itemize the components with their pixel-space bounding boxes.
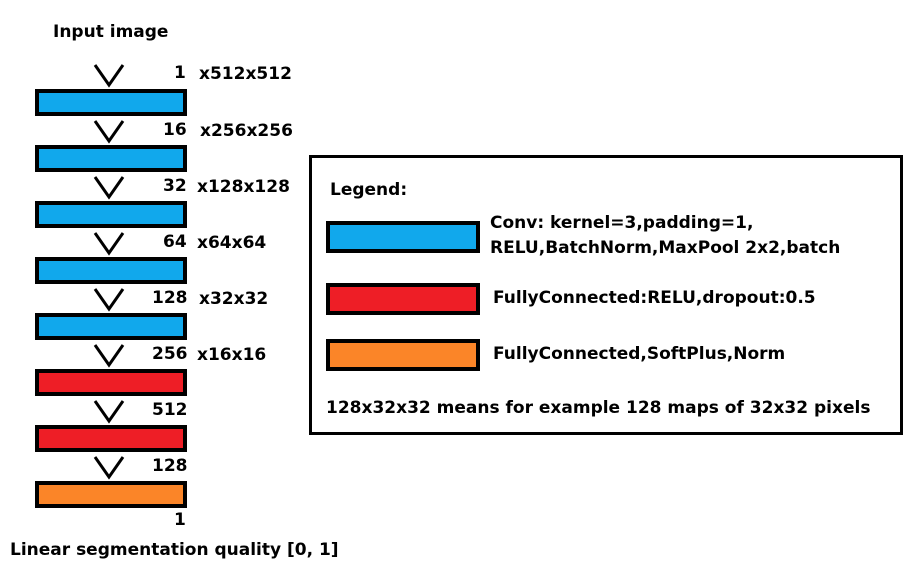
- fc-layer-block: [35, 369, 187, 396]
- layer-channels-label: 16: [163, 120, 187, 140]
- layer-dims-label: x32x32: [199, 289, 269, 309]
- down-arrow-icon: [93, 64, 125, 88]
- legend-conv-line1: Conv: kernel=3,padding=1,: [490, 213, 754, 233]
- layer-dims-label: x16x16: [197, 345, 267, 365]
- down-arrow-icon: [93, 232, 125, 256]
- layer-channels-label: 256: [152, 344, 188, 364]
- layer-dims-label: x256x256: [200, 121, 293, 141]
- legend-box: [309, 155, 903, 435]
- layer-dims-label: x512x512: [199, 64, 292, 84]
- down-arrow-icon: [93, 176, 125, 200]
- conv-layer-block: [35, 145, 187, 172]
- layer-dims-label: x64x64: [197, 233, 267, 253]
- layer-channels-label: 128: [152, 288, 188, 308]
- output-description: Linear segmentation quality [0, 1]: [10, 540, 339, 560]
- layer-channels-label: 1: [174, 63, 186, 83]
- conv-layer-block: [35, 257, 187, 284]
- fc-layer-block: [35, 425, 187, 452]
- legend-title: Legend:: [330, 180, 408, 200]
- input-image-title: Input image: [53, 22, 169, 42]
- conv-layer-block: [35, 89, 187, 116]
- legend-output-swatch: [326, 339, 480, 371]
- legend-conv-line2: RELU,BatchNorm,MaxPool 2x2,batch: [490, 238, 841, 258]
- legend-note: 128x32x32 means for example 128 maps of …: [326, 398, 871, 418]
- output-layer-block: [35, 481, 187, 508]
- layer-dims-label: x128x128: [197, 177, 290, 197]
- legend-conv-swatch: [326, 221, 480, 253]
- legend-fc-label: FullyConnected:RELU,dropout:0.5: [493, 288, 816, 308]
- layer-channels-label: 512: [152, 400, 188, 420]
- output-value-label: 1: [174, 510, 186, 530]
- layer-channels-label: 64: [163, 232, 187, 252]
- layer-channels-label: 128: [152, 456, 188, 476]
- down-arrow-icon: [93, 344, 125, 368]
- down-arrow-icon: [93, 456, 125, 480]
- down-arrow-icon: [93, 400, 125, 424]
- conv-layer-block: [35, 313, 187, 340]
- conv-layer-block: [35, 201, 187, 228]
- down-arrow-icon: [93, 288, 125, 312]
- legend-fc-swatch: [326, 283, 480, 315]
- down-arrow-icon: [93, 120, 125, 144]
- legend-output-label: FullyConnected,SoftPlus,Norm: [493, 344, 786, 364]
- layer-channels-label: 32: [163, 176, 187, 196]
